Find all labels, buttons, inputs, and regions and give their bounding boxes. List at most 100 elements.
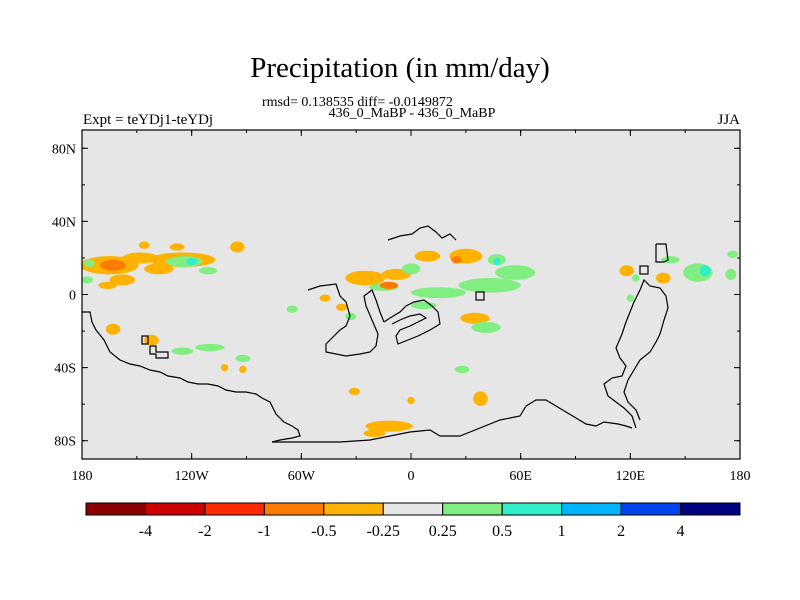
anomaly-region xyxy=(100,259,126,271)
anomaly-region xyxy=(166,256,203,268)
anomaly-region xyxy=(725,268,737,280)
anomaly-region xyxy=(138,241,150,249)
y-tick-label: 80S xyxy=(54,435,76,450)
chart-right-string: JJA xyxy=(717,112,740,128)
colorbar-swatch xyxy=(561,502,622,516)
x-tick-label: 120W xyxy=(175,469,210,484)
anomaly-region xyxy=(414,250,441,262)
coastline-americas-west xyxy=(82,311,301,443)
chart-center-string: 436_0_MaBP - 436_0_MaBP xyxy=(328,106,496,121)
colorbar-label: -1 xyxy=(258,523,271,540)
colorbar-label: -2 xyxy=(198,523,211,540)
anomaly-region xyxy=(83,259,95,268)
colorbar-swatch xyxy=(144,502,206,516)
anomaly-region xyxy=(122,252,159,264)
anomaly-region xyxy=(460,312,490,324)
anomaly-region xyxy=(626,294,634,302)
x-tick-label: 180 xyxy=(730,469,751,484)
island-3 xyxy=(141,335,149,345)
anomaly-region xyxy=(220,363,229,372)
colorbar-label: -0.25 xyxy=(367,523,400,540)
island-4 xyxy=(149,345,169,359)
anomaly-region xyxy=(195,343,225,352)
colorbar-swatch xyxy=(85,502,146,516)
x-tick-label: 120E xyxy=(616,469,646,484)
anomaly-region xyxy=(458,278,521,293)
anomaly-region xyxy=(365,420,413,432)
anomaly-region xyxy=(655,272,671,284)
y-axis-ticks: 80S 40S 0 40N 80N xyxy=(52,142,740,450)
anomaly-region xyxy=(411,287,466,299)
x-tick-label: 180 xyxy=(72,469,93,484)
y-tick-label: 40N xyxy=(52,215,76,230)
coastline-americas-east xyxy=(307,283,385,357)
x-tick-label: 60W xyxy=(288,469,316,484)
anomaly-region xyxy=(171,347,194,355)
anomaly-region xyxy=(98,281,117,290)
y-tick-label: 0 xyxy=(69,289,76,304)
coastline-australia xyxy=(603,278,669,429)
anomaly-region xyxy=(619,265,634,277)
anomaly-region xyxy=(699,265,711,277)
colorbar-label: -0.5 xyxy=(311,523,336,540)
anomaly-region xyxy=(727,250,739,258)
anomaly-region xyxy=(144,263,174,275)
colorbar-label: -4 xyxy=(139,523,152,540)
colorbar-label: 1 xyxy=(558,523,566,540)
anomaly-region xyxy=(239,365,247,374)
x-tick-label: 0 xyxy=(408,469,415,484)
anomaly-region xyxy=(169,243,185,251)
colorbar-swatch xyxy=(680,502,741,516)
anomaly-region xyxy=(286,305,298,313)
anomaly-region xyxy=(345,270,386,286)
anomaly-region xyxy=(105,323,121,335)
coastline-europe xyxy=(387,225,457,241)
anomaly-region xyxy=(363,429,386,438)
anomaly-region xyxy=(495,265,536,280)
y-tick-label: 40S xyxy=(54,362,76,377)
colorbar-swatch xyxy=(501,502,563,516)
coastline-india xyxy=(655,243,669,263)
colorbar-swatch xyxy=(382,502,444,516)
anomaly-region xyxy=(401,263,421,275)
anomaly-region xyxy=(198,267,218,275)
anomaly-region xyxy=(230,241,245,253)
anomaly-region xyxy=(186,257,198,266)
colorbar-swatch xyxy=(204,502,265,516)
anomaly-region xyxy=(473,391,488,406)
y-tick-label: 80N xyxy=(52,142,76,157)
colorbar-swatch xyxy=(263,502,325,516)
plot-background xyxy=(82,130,740,459)
anomaly-region xyxy=(348,387,360,396)
island-2 xyxy=(639,265,649,275)
anomaly-region xyxy=(336,303,348,311)
colorbar-swatch xyxy=(620,502,682,516)
anomaly-region xyxy=(454,365,470,374)
x-tick-label: 60E xyxy=(509,469,532,484)
coastline-africa xyxy=(383,299,441,345)
anomaly-region xyxy=(319,294,331,302)
chart-title: Precipitation (in mm/day) xyxy=(250,52,550,84)
anomaly-region xyxy=(235,354,251,363)
colorbar-label: 2 xyxy=(617,523,625,540)
chart-left-string: Expt = teYDj1-teYDj xyxy=(83,112,214,128)
anomaly-region xyxy=(109,274,136,286)
colorbar-swatch xyxy=(323,502,384,516)
anomaly-region xyxy=(411,301,437,310)
anomaly-region xyxy=(632,274,640,282)
chart-subtitle: rmsd= 0.138535 diff= -0.0149872 xyxy=(262,95,453,110)
x-axis-ticks: 180 120W 60W 0 60E 120E 180 xyxy=(72,130,751,484)
colorbar-label: 4 xyxy=(677,523,685,540)
colorbar-swatch xyxy=(442,502,503,516)
anomaly-region xyxy=(82,276,93,284)
anomaly-region xyxy=(379,281,399,290)
anomaly-region xyxy=(493,257,501,266)
anomaly-region xyxy=(345,312,357,321)
anomaly-regions xyxy=(82,241,739,438)
anomaly-region xyxy=(471,321,501,333)
colorbar: -4 -2 -1 -0.5 -0.25 0.25 0.5 1 2 4 xyxy=(85,502,741,540)
colorbar-label: 0.25 xyxy=(429,523,457,540)
coastline-south xyxy=(272,399,633,443)
colorbar-label: 0.5 xyxy=(492,523,512,540)
